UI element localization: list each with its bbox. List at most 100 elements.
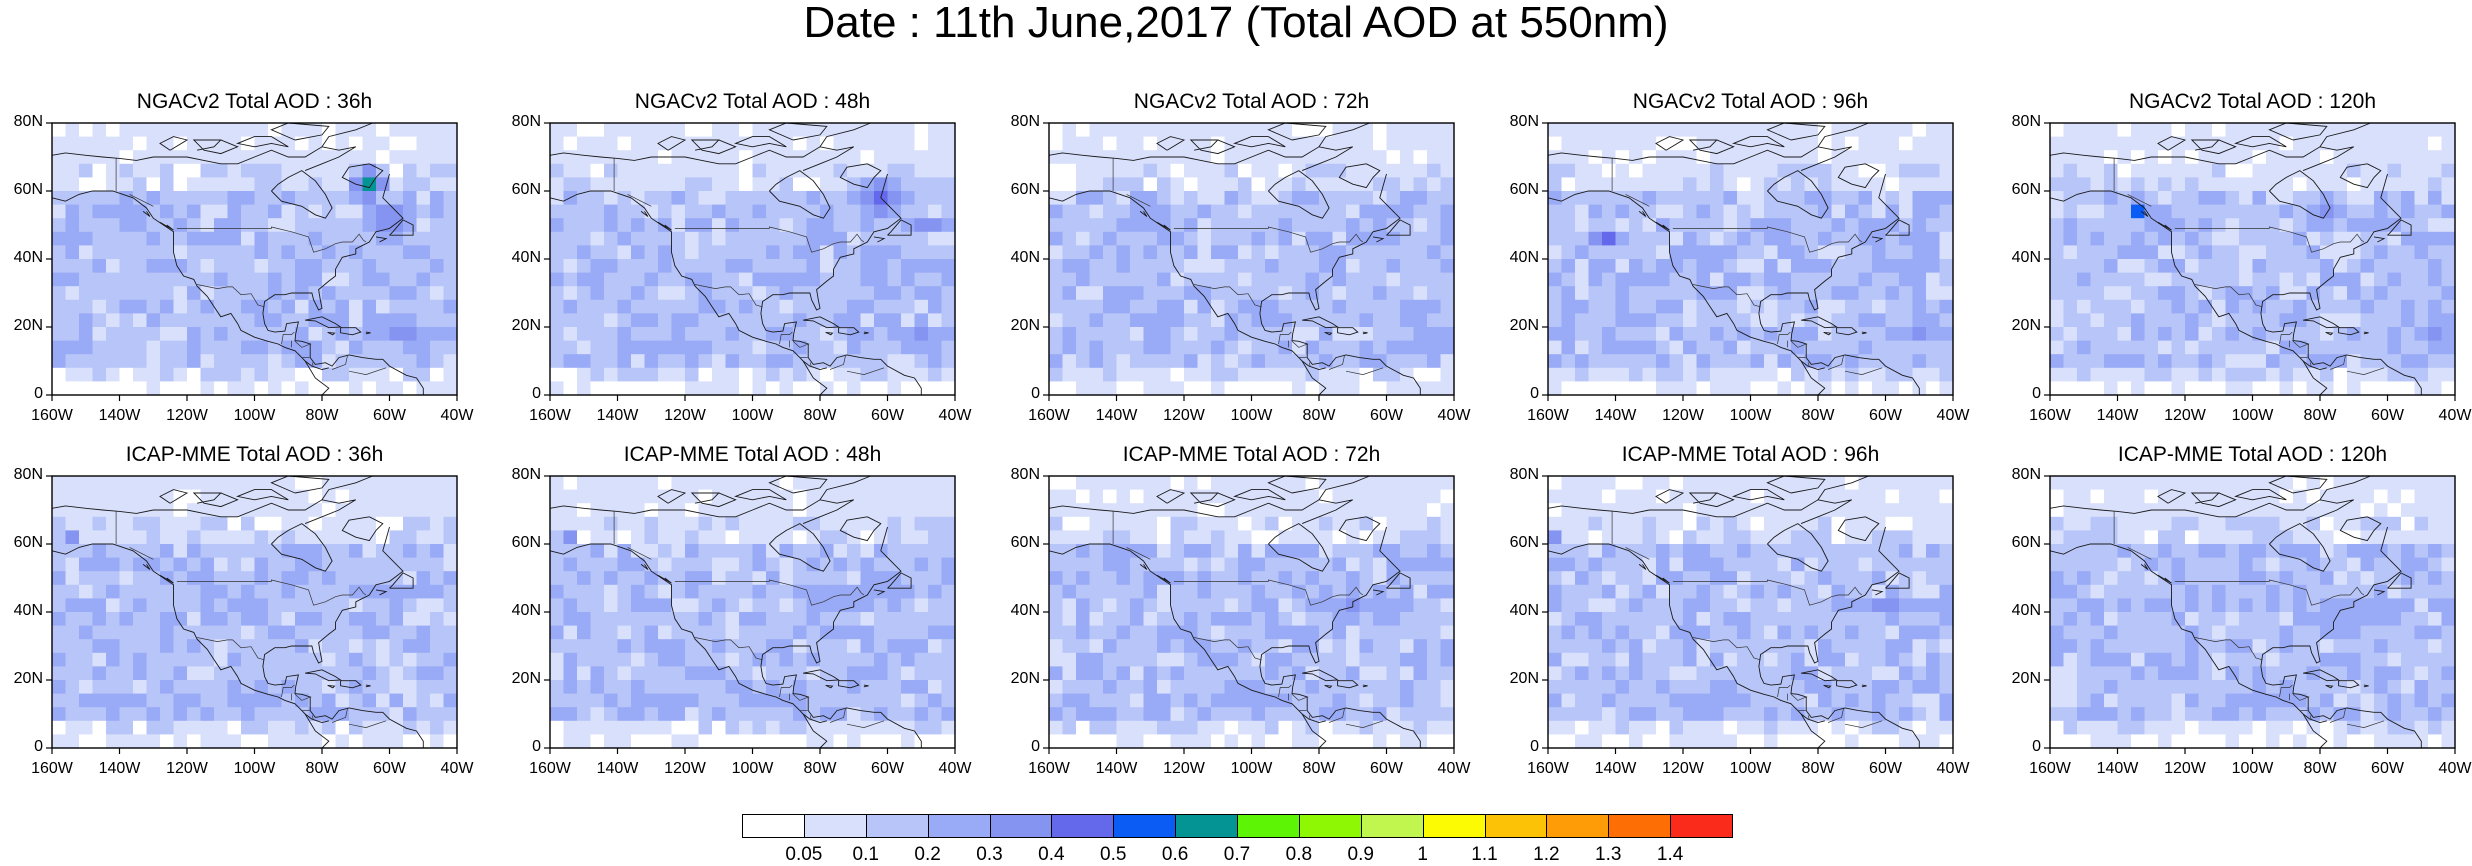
aod-cell — [1319, 598, 1333, 612]
aod-cell — [2185, 137, 2199, 151]
aod-cell — [228, 707, 242, 721]
aod-cell — [93, 653, 107, 667]
aod-cell — [2131, 245, 2145, 259]
aod-cell — [2199, 177, 2213, 191]
aod-cell — [187, 598, 201, 612]
aod-cell — [1265, 232, 1279, 246]
aod-cell — [268, 205, 282, 219]
aod-cell — [1049, 571, 1063, 585]
aod-cell — [1737, 300, 1751, 314]
aod-cell — [753, 694, 767, 708]
aod-cell — [106, 571, 120, 585]
aod-cell — [604, 598, 618, 612]
aod-cell — [79, 666, 93, 680]
aod-cell — [2226, 341, 2240, 355]
aod-cell — [1589, 273, 1603, 287]
aod-cell — [1265, 259, 1279, 273]
aod-cell — [712, 694, 726, 708]
aod-cell — [1845, 327, 1859, 341]
aod-cell — [1252, 544, 1266, 558]
aod-cell — [1306, 503, 1320, 517]
aod-cell — [1117, 612, 1131, 626]
aod-cell — [444, 327, 458, 341]
aod-cell — [2226, 177, 2240, 191]
aod-cell — [268, 626, 282, 640]
aod-cell — [1751, 123, 1765, 137]
aod-cell — [1751, 273, 1765, 287]
aod-cell — [807, 273, 821, 287]
aod-cell — [753, 300, 767, 314]
aod-cell — [2172, 341, 2186, 355]
aod-cell — [753, 598, 767, 612]
aod-cell — [1845, 191, 1859, 205]
aod-cell — [66, 653, 80, 667]
aod-cell — [417, 232, 431, 246]
aod-cell — [874, 273, 888, 287]
aod-cell — [2334, 273, 2348, 287]
aod-cell — [2199, 123, 2213, 137]
aod-cell — [1144, 313, 1158, 327]
aod-cell — [1940, 150, 1954, 164]
aod-cell — [228, 558, 242, 572]
aod-cell — [1562, 341, 1576, 355]
aod-cell — [901, 612, 915, 626]
aod-cell — [147, 721, 161, 735]
aod-cell — [604, 177, 618, 191]
aod-cell — [336, 218, 350, 232]
aod-cell — [2401, 191, 2415, 205]
aod-cell — [1049, 300, 1063, 314]
aod-cell — [403, 694, 417, 708]
aod-cell — [241, 341, 255, 355]
aod-cell — [1049, 517, 1063, 531]
aod-cell — [417, 721, 431, 735]
aod-cell — [577, 598, 591, 612]
aod-cell — [618, 680, 632, 694]
aod-cell — [1130, 300, 1144, 314]
aod-cell — [1306, 259, 1320, 273]
aod-cell — [928, 639, 942, 653]
aod-cell — [1373, 327, 1387, 341]
aod-cell — [1265, 381, 1279, 395]
aod-cell — [1387, 381, 1401, 395]
aod-cell — [2226, 273, 2240, 287]
aod-cell — [174, 666, 188, 680]
aod-cell — [780, 721, 794, 735]
aod-cell — [861, 381, 875, 395]
aod-cell — [658, 177, 672, 191]
aod-cell — [1629, 354, 1643, 368]
aod-cell — [712, 137, 726, 151]
aod-cell — [2280, 164, 2294, 178]
aod-cell — [1859, 286, 1873, 300]
aod-cell — [1171, 286, 1185, 300]
aod-cell — [2266, 177, 2280, 191]
aod-cell — [618, 639, 632, 653]
aod-cell — [1211, 680, 1225, 694]
aod-cell — [2428, 381, 2442, 395]
aod-cell — [147, 300, 161, 314]
aod-cell — [1427, 205, 1441, 219]
aod-cell — [201, 341, 215, 355]
aod-cell — [1602, 354, 1616, 368]
aod-cell — [1292, 381, 1306, 395]
aod-cell — [322, 300, 336, 314]
aod-cell — [1886, 327, 1900, 341]
aod-cell — [780, 585, 794, 599]
aod-cell — [591, 558, 605, 572]
aod-cell — [2158, 177, 2172, 191]
aod-cell — [1360, 653, 1374, 667]
aod-cell — [874, 476, 888, 490]
aod-cell — [1373, 626, 1387, 640]
aod-cell — [658, 653, 672, 667]
aod-cell — [699, 218, 713, 232]
aod-cell — [1198, 666, 1212, 680]
aod-cell — [550, 517, 564, 531]
aod-cell — [1346, 612, 1360, 626]
aod-cell — [793, 191, 807, 205]
aod-cell — [739, 612, 753, 626]
aod-cell — [1117, 218, 1131, 232]
aod-cell — [1602, 205, 1616, 219]
aod-cell — [52, 734, 66, 748]
aod-cell — [1184, 164, 1198, 178]
aod-cell — [336, 734, 350, 748]
aod-cell — [766, 327, 780, 341]
